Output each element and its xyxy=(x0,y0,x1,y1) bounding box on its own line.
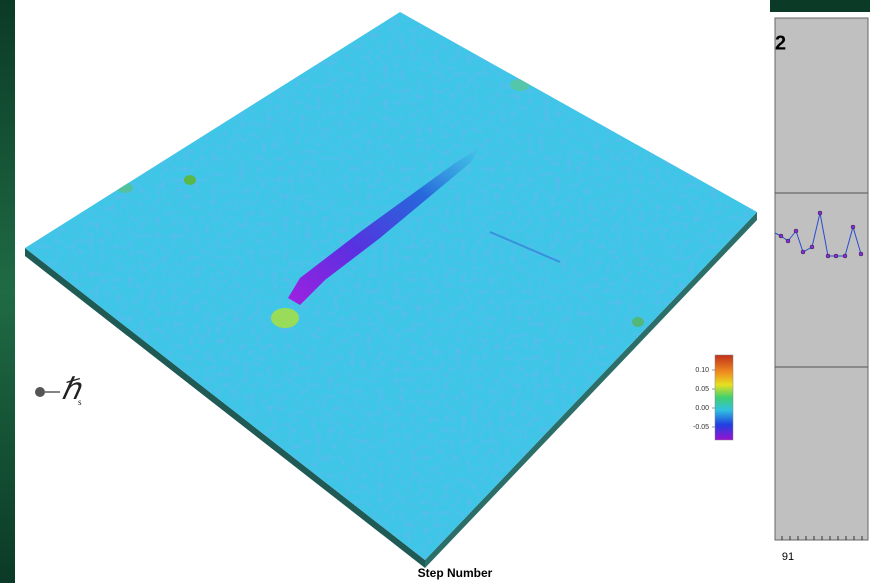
colorbar-tick-label: -0.05 xyxy=(693,424,709,431)
symbol-subscript: s xyxy=(78,397,82,407)
plot-panel xyxy=(775,18,868,540)
chart-title-fragment: 2 xyxy=(775,32,786,54)
colorbar xyxy=(715,355,733,440)
colorbar-tick-label: 0.05 xyxy=(695,386,709,393)
symbol-dot xyxy=(35,387,45,397)
x-axis-label: Step Number xyxy=(418,566,493,580)
colorbar-tick-label: 0.10 xyxy=(695,367,709,374)
x-tick-label: 91 xyxy=(782,551,794,563)
colorbar-tick-label: 0.00 xyxy=(695,405,709,412)
top-bar xyxy=(770,0,870,12)
page: 91 2 Step Number ℏ s 0.100.050.00-0.05 (… xyxy=(0,0,870,583)
screen: 91 2 Step Number ℏ s 0.100.050.00-0.05 xyxy=(0,0,870,583)
